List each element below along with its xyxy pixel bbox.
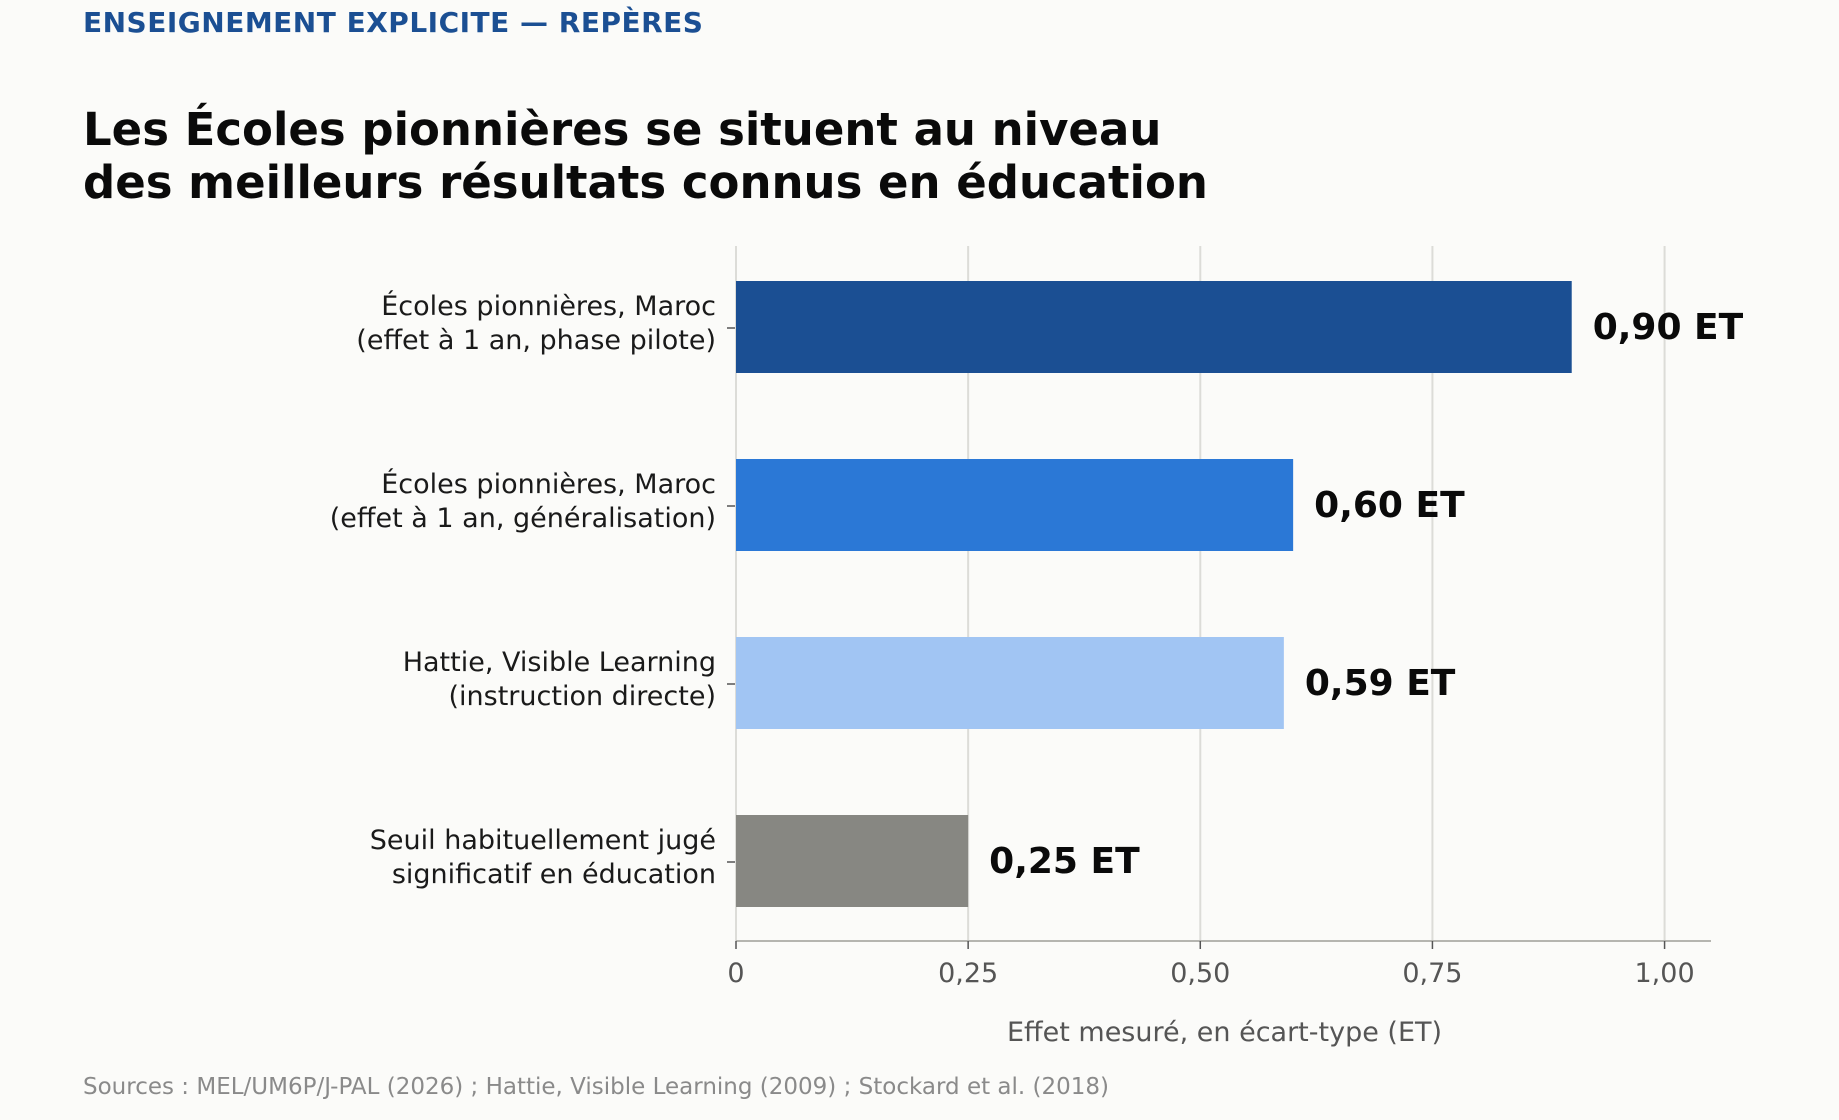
x-axis-title: Effet mesuré, en écart-type (ET) bbox=[1007, 1017, 1442, 1048]
chart-kicker: ENSEIGNEMENT EXPLICITE — REPÈRES bbox=[83, 6, 704, 39]
category-label: Seuil habituellement jugé bbox=[370, 825, 716, 856]
value-label: 0,90 ET bbox=[1593, 307, 1744, 348]
value-label: 0,59 ET bbox=[1305, 663, 1456, 704]
bar bbox=[736, 815, 969, 907]
category-label: Écoles pionnières, Maroc bbox=[381, 468, 716, 500]
chart-source: Sources : MEL/UM6P/J-PAL (2026) ; Hattie… bbox=[83, 1074, 1110, 1100]
category-label: Hattie, Visible Learning bbox=[403, 647, 716, 678]
chart-title: Les Écoles pionnières se situent au nive… bbox=[83, 103, 1208, 209]
bar bbox=[736, 281, 1572, 373]
x-tick-label: 1,00 bbox=[1635, 958, 1695, 989]
category-label: Écoles pionnières, Maroc bbox=[381, 290, 716, 322]
x-tick-label: 0,75 bbox=[1402, 958, 1462, 989]
x-tick-label: 0 bbox=[727, 958, 744, 989]
x-tick-label: 0,25 bbox=[938, 958, 998, 989]
value-label: 0,25 ET bbox=[989, 841, 1140, 882]
category-label: (effet à 1 an, généralisation) bbox=[330, 503, 716, 534]
category-label: significatif en éducation bbox=[392, 859, 716, 890]
chart-title-line-1: Les Écoles pionnières se situent au nive… bbox=[83, 103, 1162, 156]
bar bbox=[736, 459, 1294, 551]
bar bbox=[736, 637, 1284, 729]
x-tick-label: 0,50 bbox=[1170, 958, 1230, 989]
category-label: (instruction directe) bbox=[449, 681, 717, 712]
bar-chart: Écoles pionnières, Maroc(effet à 1 an, p… bbox=[330, 246, 1744, 1048]
chart-title-line-2: des meilleurs résultats connus en éducat… bbox=[83, 156, 1208, 209]
category-label: (effet à 1 an, phase pilote) bbox=[356, 325, 716, 356]
value-label: 0,60 ET bbox=[1314, 485, 1465, 526]
